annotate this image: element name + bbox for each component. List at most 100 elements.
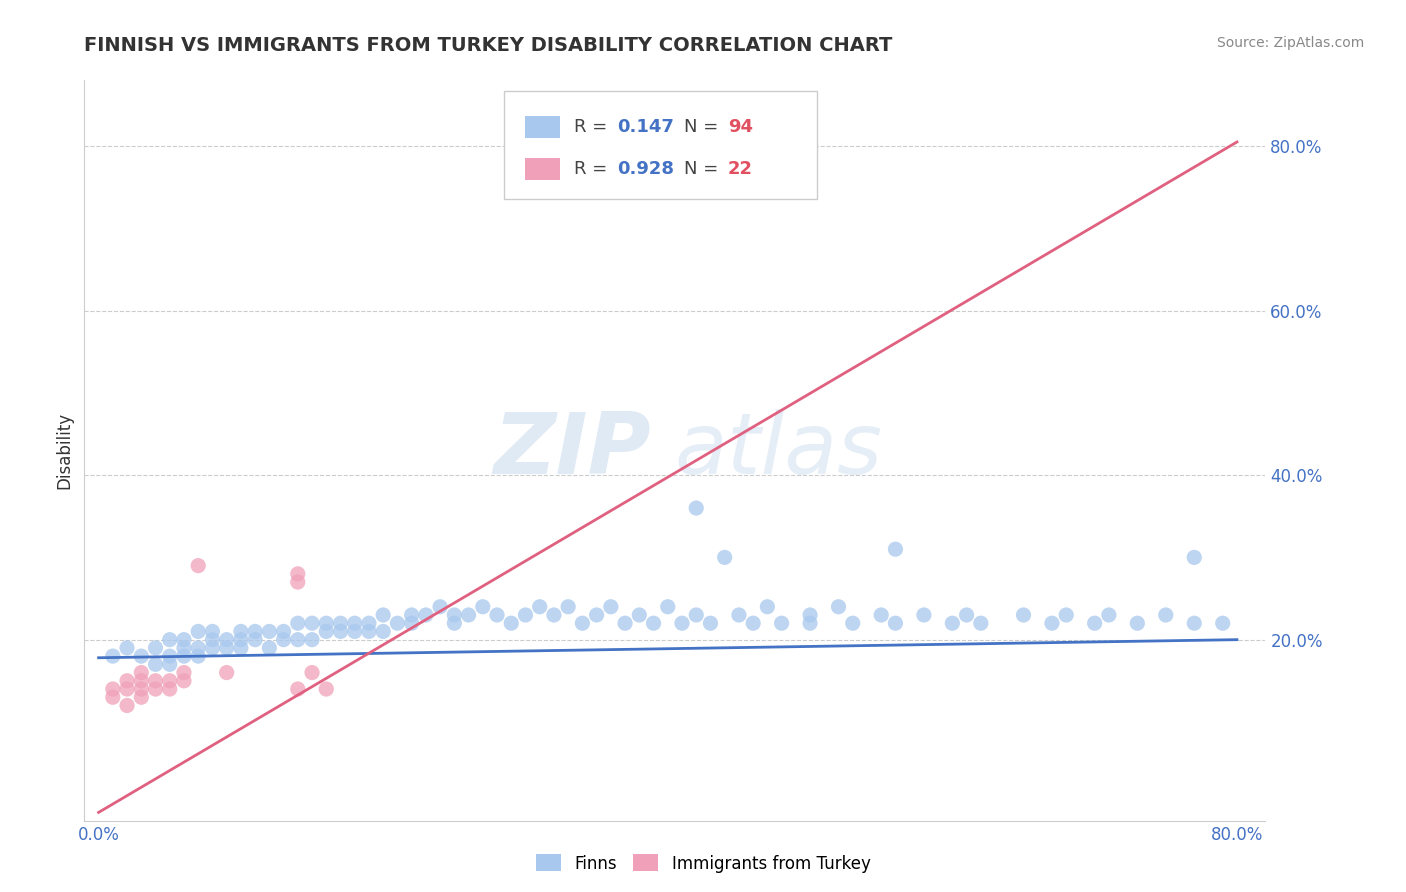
Point [187,649,209,664]
Point [343,624,366,639]
Point [229,640,252,655]
Point [243,632,266,647]
Point [329,616,352,631]
Point [101,690,124,705]
Point [1084,616,1107,631]
Point [301,632,323,647]
Point [884,542,907,557]
Point [457,607,479,622]
Point [699,616,721,631]
Point [728,607,751,622]
Point [401,616,423,631]
Point [429,599,451,614]
Point [173,640,195,655]
Text: R =: R = [575,161,613,178]
Point [115,698,138,713]
Point [159,681,181,696]
Point [215,665,238,680]
Point [799,607,821,622]
Point [884,616,907,631]
Point [159,673,181,688]
Point [401,607,423,622]
Point [159,657,181,672]
Point [1182,616,1205,631]
Y-axis label: Disability: Disability [55,412,73,489]
Point [259,640,281,655]
Point [387,616,409,631]
Point [515,607,537,622]
Point [159,649,181,664]
Point [229,624,252,639]
Point [287,566,309,581]
Point [799,616,821,631]
Bar [503,91,817,199]
Point [1182,550,1205,565]
Point [145,681,167,696]
Point [485,607,508,622]
Point [129,681,152,696]
Point [115,640,138,655]
Point [343,616,366,631]
Point [599,599,621,614]
Point [101,649,124,664]
Text: N =: N = [685,161,724,178]
Point [187,558,209,573]
Point [628,607,651,622]
Text: 0.928: 0.928 [617,161,673,178]
Point [770,616,793,631]
Point [287,616,309,631]
Text: atlas: atlas [675,409,883,492]
Point [501,616,523,631]
Point [1040,616,1063,631]
Point [657,599,679,614]
Point [315,681,337,696]
Point [243,624,266,639]
Point [187,624,209,639]
Point [159,632,181,647]
Point [415,607,437,622]
Point [215,632,238,647]
Point [471,599,494,614]
Point [273,624,295,639]
Point [685,501,707,516]
Point [329,624,352,639]
Point [1126,616,1149,631]
Text: ZIP: ZIP [494,409,651,492]
Point [129,649,152,664]
Point [287,575,309,590]
Point [201,624,224,639]
Point [129,665,152,680]
Point [145,657,167,672]
Point [273,632,295,647]
Point [145,673,167,688]
Point [955,607,977,622]
Bar [524,158,561,180]
Text: 22: 22 [728,161,754,178]
Point [129,673,152,688]
Point [742,616,765,631]
Point [1054,607,1077,622]
Point [215,640,238,655]
Point [145,640,167,655]
Point [1212,616,1234,631]
Point [557,599,579,614]
Point [1098,607,1121,622]
Text: Source: ZipAtlas.com: Source: ZipAtlas.com [1216,36,1364,50]
Point [173,632,195,647]
Point [842,616,865,631]
Point [870,607,893,622]
Point [1154,607,1177,622]
Point [827,599,849,614]
Point [129,690,152,705]
Point [614,616,637,631]
Point [671,616,693,631]
Point [373,607,395,622]
Point [173,673,195,688]
Point [543,607,565,622]
Point [529,599,551,614]
Point [115,681,138,696]
Point [301,616,323,631]
Point [101,681,124,696]
Point [713,550,735,565]
Point [970,616,993,631]
